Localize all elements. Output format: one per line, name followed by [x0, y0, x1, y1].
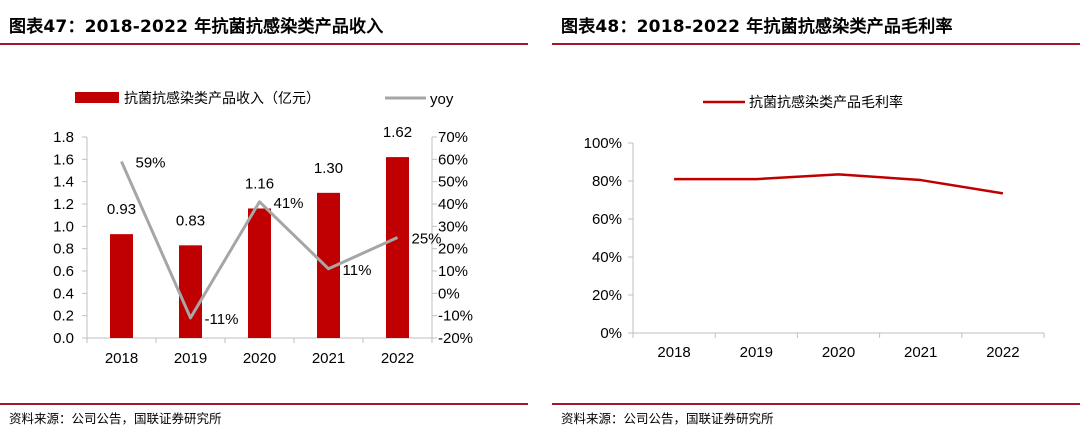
left-tick-label: 1.4	[53, 174, 74, 191]
x-tick-label: 2020	[822, 344, 855, 361]
margin-chart: 0% 20% 40% 60% 80% 100% 2018 2019 2020 2021 2022 抗菌…	[584, 94, 1045, 361]
right-tick-label: 50%	[438, 174, 468, 191]
title-divider	[552, 43, 1080, 45]
legend-label-margin: 抗菌抗感染类产品毛利率	[749, 94, 903, 110]
y-tick-label: 20%	[592, 287, 622, 304]
x-tick-label: 2020	[243, 350, 276, 367]
yoy-data-label: 11%	[343, 262, 372, 279]
y-tick-label: 0%	[600, 325, 622, 342]
revenue-bar	[179, 245, 202, 338]
left-tick-label: 0.0	[53, 330, 74, 347]
right-tick-label: 60%	[438, 151, 468, 168]
y-tick-label: 40%	[592, 249, 622, 266]
x-tick-label: 2018	[657, 344, 690, 361]
bar-data-label: 1.62	[383, 124, 412, 141]
x-tick-label: 2019	[740, 344, 773, 361]
legend-swatch-revenue	[75, 92, 119, 103]
source-note: 资料来源：公司公告，国联证券研究所	[9, 411, 222, 426]
yoy-data-label: 59%	[136, 155, 166, 172]
revenue-bar	[110, 234, 133, 338]
x-tick-label: 2019	[174, 350, 207, 367]
right-tick-label: 40%	[438, 196, 468, 213]
yoy-data-label: 25%	[412, 231, 442, 248]
y-tick-label: 60%	[592, 211, 622, 228]
x-tick-label: 2022	[381, 350, 414, 367]
yoy-data-label: 41%	[274, 195, 304, 212]
right-tick-label: -10%	[438, 308, 473, 325]
right-tick-label: 20%	[438, 241, 468, 258]
margin-line	[674, 173, 1004, 195]
chart-title: 图表48：2018-2022 年抗菌抗感染类产品毛利率	[561, 17, 953, 37]
right-tick-label: 30%	[438, 218, 468, 235]
right-tick-label: 0%	[438, 285, 460, 302]
right-tick-label: 10%	[438, 263, 468, 280]
title-divider	[0, 43, 528, 45]
revenue-chart: 0.0 0.2 0.4 0.6 0.8 1.0 1.2 1.4 1.6 1.8 -20% -10% 0%…	[53, 90, 473, 367]
margin-chart-panel: 图表48：2018-2022 年抗菌抗感染类产品毛利率 0% 20% 40% 60% 8…	[552, 0, 1080, 428]
left-tick-label: 0.6	[53, 263, 74, 280]
bar-data-label: 0.83	[176, 212, 205, 229]
yoy-data-label: -11%	[205, 311, 239, 328]
left-tick-label: 1.2	[53, 196, 74, 213]
revenue-chart-panel: 图表47：2018-2022 年抗菌抗感染类产品收入 0.0 0.2 0.4 0.6 0…	[0, 0, 528, 428]
bar-data-label: 1.30	[314, 160, 343, 177]
x-tick-label: 2021	[312, 350, 345, 367]
footer-divider	[0, 403, 528, 405]
left-tick-label: 0.2	[53, 308, 74, 325]
x-tick-label: 2022	[986, 344, 1019, 361]
left-tick-label: 1.6	[53, 151, 74, 168]
bar-data-label: 1.16	[245, 175, 274, 192]
source-note: 资料来源：公司公告，国联证券研究所	[561, 411, 774, 426]
legend-label-yoy: yoy	[430, 91, 454, 108]
yoy-line	[120, 160, 399, 320]
x-tick-label: 2021	[904, 344, 937, 361]
left-tick-label: 1.8	[53, 129, 74, 146]
left-tick-label: 1.0	[53, 218, 74, 235]
footer-divider	[552, 403, 1080, 405]
y-tick-label: 100%	[584, 135, 622, 152]
x-tick-label: 2018	[105, 350, 138, 367]
right-tick-label: 70%	[438, 129, 468, 146]
y-tick-label: 80%	[592, 173, 622, 190]
revenue-bar	[317, 192, 340, 338]
legend-label-revenue: 抗菌抗感染类产品收入（亿元）	[124, 90, 320, 106]
right-tick-label: -20%	[438, 330, 473, 347]
chart-title: 图表47：2018-2022 年抗菌抗感染类产品收入	[9, 17, 384, 37]
revenue-bar	[248, 208, 271, 338]
left-tick-label: 0.4	[53, 285, 74, 302]
bar-data-label: 0.93	[107, 201, 136, 218]
revenue-bar	[386, 157, 409, 338]
left-tick-label: 0.8	[53, 241, 74, 258]
